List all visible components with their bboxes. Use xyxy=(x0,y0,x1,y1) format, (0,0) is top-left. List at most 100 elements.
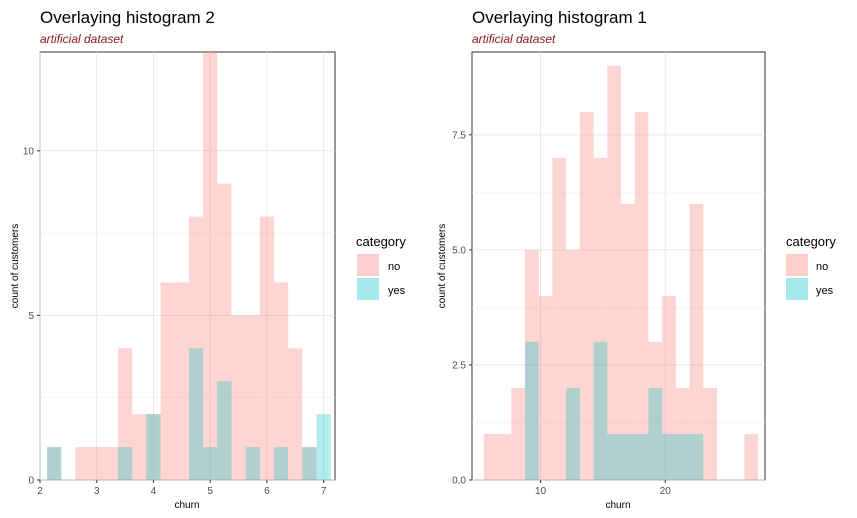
bar-no xyxy=(188,216,204,480)
y-axis-ticks: 0 5 10 xyxy=(23,146,40,487)
bar-no xyxy=(497,433,512,480)
bar-no xyxy=(160,282,175,480)
bar-yes xyxy=(524,341,539,480)
y-axis-label: count of customers xyxy=(10,224,21,308)
x-tick-label: 3 xyxy=(94,486,100,497)
bar-no xyxy=(552,157,567,480)
x-axis-ticks: 10 20 xyxy=(535,480,671,497)
legend-label-yes: yes xyxy=(388,285,406,297)
legend-label-yes: yes xyxy=(816,285,834,297)
y-axis-ticks: 0.0 2.5 5.0 7.5 xyxy=(452,130,472,487)
x-axis-ticks: 2 3 4 5 6 7 xyxy=(37,480,327,497)
bar-no xyxy=(302,447,317,480)
bar-no xyxy=(593,157,608,480)
bar-no xyxy=(174,282,189,480)
bar-no xyxy=(689,203,704,480)
series-yes-bars xyxy=(524,341,704,480)
grid-lines xyxy=(472,52,765,481)
bar-no xyxy=(538,295,553,480)
bar-no xyxy=(744,433,759,480)
x-tick-label: 20 xyxy=(660,486,672,497)
legend-key-no xyxy=(357,254,379,276)
y-axis-label: count of customers xyxy=(437,224,448,308)
bar-no xyxy=(511,387,525,480)
chart-title: Overlaying histogram 2 xyxy=(40,8,215,27)
bar-no xyxy=(89,447,104,480)
bar-yes xyxy=(593,341,608,480)
bar-no xyxy=(274,282,289,480)
bar-no xyxy=(47,447,62,480)
bar-yes xyxy=(47,447,62,480)
bar-no xyxy=(579,111,594,481)
legend-title: category xyxy=(786,234,836,249)
y-tick-label: 7.5 xyxy=(452,130,466,141)
bar-yes xyxy=(245,447,260,480)
bar-no xyxy=(259,216,275,480)
legend-key-no xyxy=(786,254,808,276)
x-tick-label: 10 xyxy=(535,486,547,497)
series-no-bars xyxy=(483,65,759,481)
bar-yes xyxy=(274,447,289,480)
chart-title: Overlaying histogram 1 xyxy=(472,8,647,27)
bar-no xyxy=(703,387,717,480)
bar-yes xyxy=(302,447,317,480)
bar-yes xyxy=(634,433,649,480)
bar-no xyxy=(146,414,161,480)
chart-subtitle: artificial dataset xyxy=(40,32,124,46)
bar-yes xyxy=(648,387,663,480)
bar-no xyxy=(662,295,676,480)
legend: category no yes xyxy=(356,234,406,300)
bar-no xyxy=(288,348,303,480)
x-tick-label: 6 xyxy=(264,486,270,497)
x-tick-label: 7 xyxy=(321,486,327,497)
x-tick-label: 5 xyxy=(207,486,213,497)
legend-key-yes xyxy=(786,278,808,300)
legend-label-no: no xyxy=(388,261,400,273)
legend-title: category xyxy=(356,234,406,249)
bar-no xyxy=(75,447,90,480)
legend-label-no: no xyxy=(816,261,828,273)
bar-yes xyxy=(675,433,690,480)
x-tick-label: 4 xyxy=(151,486,157,497)
bar-yes xyxy=(607,433,621,480)
bar-yes xyxy=(118,447,133,480)
histogram-panel-left: Overlaying histogram 2 artificial datase… xyxy=(10,8,406,511)
y-tick-label: 5 xyxy=(28,311,34,322)
y-tick-label: 0 xyxy=(28,476,34,487)
chart-subtitle: artificial dataset xyxy=(472,32,556,46)
bar-yes xyxy=(146,414,161,480)
bar-no xyxy=(483,433,498,480)
x-axis-label: churn xyxy=(605,500,630,511)
y-tick-label: 0.0 xyxy=(452,476,466,487)
x-axis-label: churn xyxy=(174,500,199,511)
y-tick-label: 5.0 xyxy=(452,245,466,256)
bar-no xyxy=(118,348,133,480)
bar-no xyxy=(648,341,663,480)
bar-no xyxy=(524,249,539,480)
legend-key-yes xyxy=(357,278,379,300)
bar-yes xyxy=(662,433,676,480)
bar-yes xyxy=(188,348,204,480)
bar-no xyxy=(217,183,232,480)
bar-yes xyxy=(566,387,580,480)
plot-area xyxy=(471,51,766,481)
bar-no xyxy=(103,447,119,480)
grid-lines xyxy=(39,52,335,481)
plot-area xyxy=(39,51,336,481)
bar-no xyxy=(245,315,260,480)
series-yes-bars xyxy=(47,348,331,480)
bar-no xyxy=(566,249,580,480)
bar-no xyxy=(620,203,635,480)
series-no-bars xyxy=(47,52,317,480)
bar-yes xyxy=(203,447,218,480)
bar-yes xyxy=(217,381,232,480)
x-tick-label: 2 xyxy=(37,486,43,497)
histogram-panel-right: Overlaying histogram 1 artificial datase… xyxy=(437,8,836,511)
bar-no xyxy=(675,387,690,480)
bar-no xyxy=(203,52,218,480)
y-tick-label: 10 xyxy=(23,146,35,157)
bar-yes xyxy=(620,433,635,480)
bar-no xyxy=(634,111,649,481)
legend: category no yes xyxy=(786,234,836,300)
